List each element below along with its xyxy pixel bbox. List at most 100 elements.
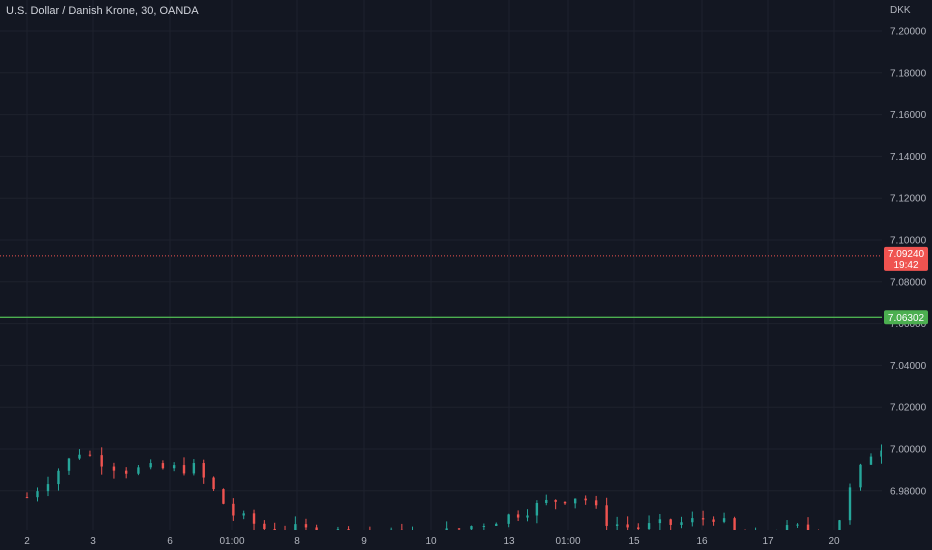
candle-body — [526, 515, 529, 518]
price-tick-label: 7.16000 — [890, 110, 927, 121]
time-tick-label: 6 — [167, 536, 173, 547]
time-tick-label: 13 — [503, 536, 515, 547]
candle-body — [182, 465, 186, 474]
candle-body — [294, 524, 297, 533]
candle-body — [584, 498, 587, 501]
candle-body — [701, 518, 705, 520]
candle-body — [495, 523, 498, 526]
candle-body — [516, 514, 520, 518]
candle-body — [637, 527, 640, 529]
price-tick-label: 6.98000 — [890, 486, 927, 497]
candle-body — [482, 525, 486, 527]
candle-body — [470, 526, 473, 530]
price-tick-label: 7.04000 — [890, 361, 927, 372]
candle-body — [733, 518, 736, 533]
price-tick-label: 7.06000 — [890, 319, 927, 330]
countdown-label: 19:42 — [893, 260, 918, 271]
time-tick-label: 01:00 — [219, 536, 244, 547]
candle-body — [124, 470, 128, 474]
time-tick-label: 2 — [24, 536, 30, 547]
time-tick-label: 20 — [828, 536, 840, 547]
candle-body — [880, 450, 883, 457]
candle-body — [626, 524, 629, 528]
candle-body — [137, 467, 140, 474]
candle-body — [669, 519, 672, 525]
time-tick-label: 3 — [90, 536, 96, 547]
candle-body — [712, 519, 715, 522]
candle-body — [796, 524, 799, 526]
candle-body — [88, 454, 92, 456]
candle-body — [615, 524, 619, 526]
candle-body — [67, 458, 71, 471]
candle-body — [149, 463, 152, 468]
candle-body — [563, 501, 567, 504]
candle-body — [172, 465, 176, 469]
candle-body — [100, 455, 103, 467]
support-badge — [884, 310, 928, 325]
candle-body — [457, 528, 461, 530]
candle-body — [594, 500, 598, 506]
price-tick-label: 7.00000 — [890, 445, 927, 456]
price-tick-label: 7.18000 — [890, 68, 927, 79]
price-tick-label: 7.08000 — [890, 277, 927, 288]
candle-body — [161, 463, 165, 469]
grid — [0, 0, 882, 530]
candle-body — [806, 524, 810, 531]
candle-body — [647, 523, 651, 529]
candle-body — [78, 454, 81, 459]
last-price-badge — [884, 246, 928, 271]
candle-body — [192, 463, 196, 474]
time-tick-label: 10 — [425, 536, 437, 547]
candle-body — [554, 499, 557, 502]
time-axis[interactable]: 2 3 6 01:00 8 9 10 13 01:00 15 16 17 20 — [0, 530, 932, 550]
candle-body — [212, 477, 215, 490]
drawings: Bearish Target — [0, 255, 882, 318]
support-label: 7.06302 — [888, 313, 925, 324]
candle-body — [507, 514, 510, 524]
price-axis-bg — [882, 0, 932, 550]
candle-body — [46, 484, 50, 492]
candle-body — [304, 524, 308, 528]
candle-body — [869, 456, 873, 465]
candle-body — [242, 513, 245, 516]
candle-body — [222, 489, 225, 504]
candle-body — [36, 491, 39, 498]
candle-body — [545, 499, 548, 504]
candle-body — [605, 505, 608, 526]
candle-body — [691, 518, 694, 523]
price-tick-label: 7.10000 — [890, 236, 927, 247]
currency-label: DKK — [890, 5, 911, 16]
candles — [25, 439, 925, 548]
time-tick-label: 9 — [361, 536, 367, 547]
candle-body — [25, 497, 29, 499]
time-tick-label: 17 — [762, 536, 774, 547]
candle-body — [112, 466, 116, 471]
time-tick-label: 01:00 — [555, 536, 580, 547]
candle-body — [202, 463, 205, 478]
candle-body — [573, 498, 577, 504]
candle-body — [680, 522, 683, 525]
candle-body — [859, 464, 862, 488]
candle-body — [57, 470, 60, 485]
candle-body — [848, 487, 852, 521]
price-axis[interactable]: DKK6.980007.000007.020007.040007.060007.… — [882, 0, 932, 550]
price-tick-label: 7.20000 — [890, 27, 927, 38]
candle-body — [722, 518, 726, 522]
time-tick-label: 15 — [628, 536, 640, 547]
symbol-title: U.S. Dollar / Danish Krone, 30, OANDA — [6, 5, 199, 17]
price-tick-label: 7.12000 — [890, 194, 927, 205]
price-tick-label: 7.02000 — [890, 403, 927, 414]
candle-body — [658, 519, 662, 524]
candle-body — [535, 503, 539, 516]
time-axis-bg — [0, 530, 932, 550]
time-tick-label: 16 — [696, 536, 708, 547]
price-tick-label: 7.14000 — [890, 152, 927, 163]
candle-body — [263, 523, 266, 529]
time-tick-label: 8 — [294, 536, 300, 547]
candle-body — [232, 503, 235, 516]
last-price-label: 7.09240 — [888, 249, 925, 260]
candle-body — [838, 520, 841, 536]
